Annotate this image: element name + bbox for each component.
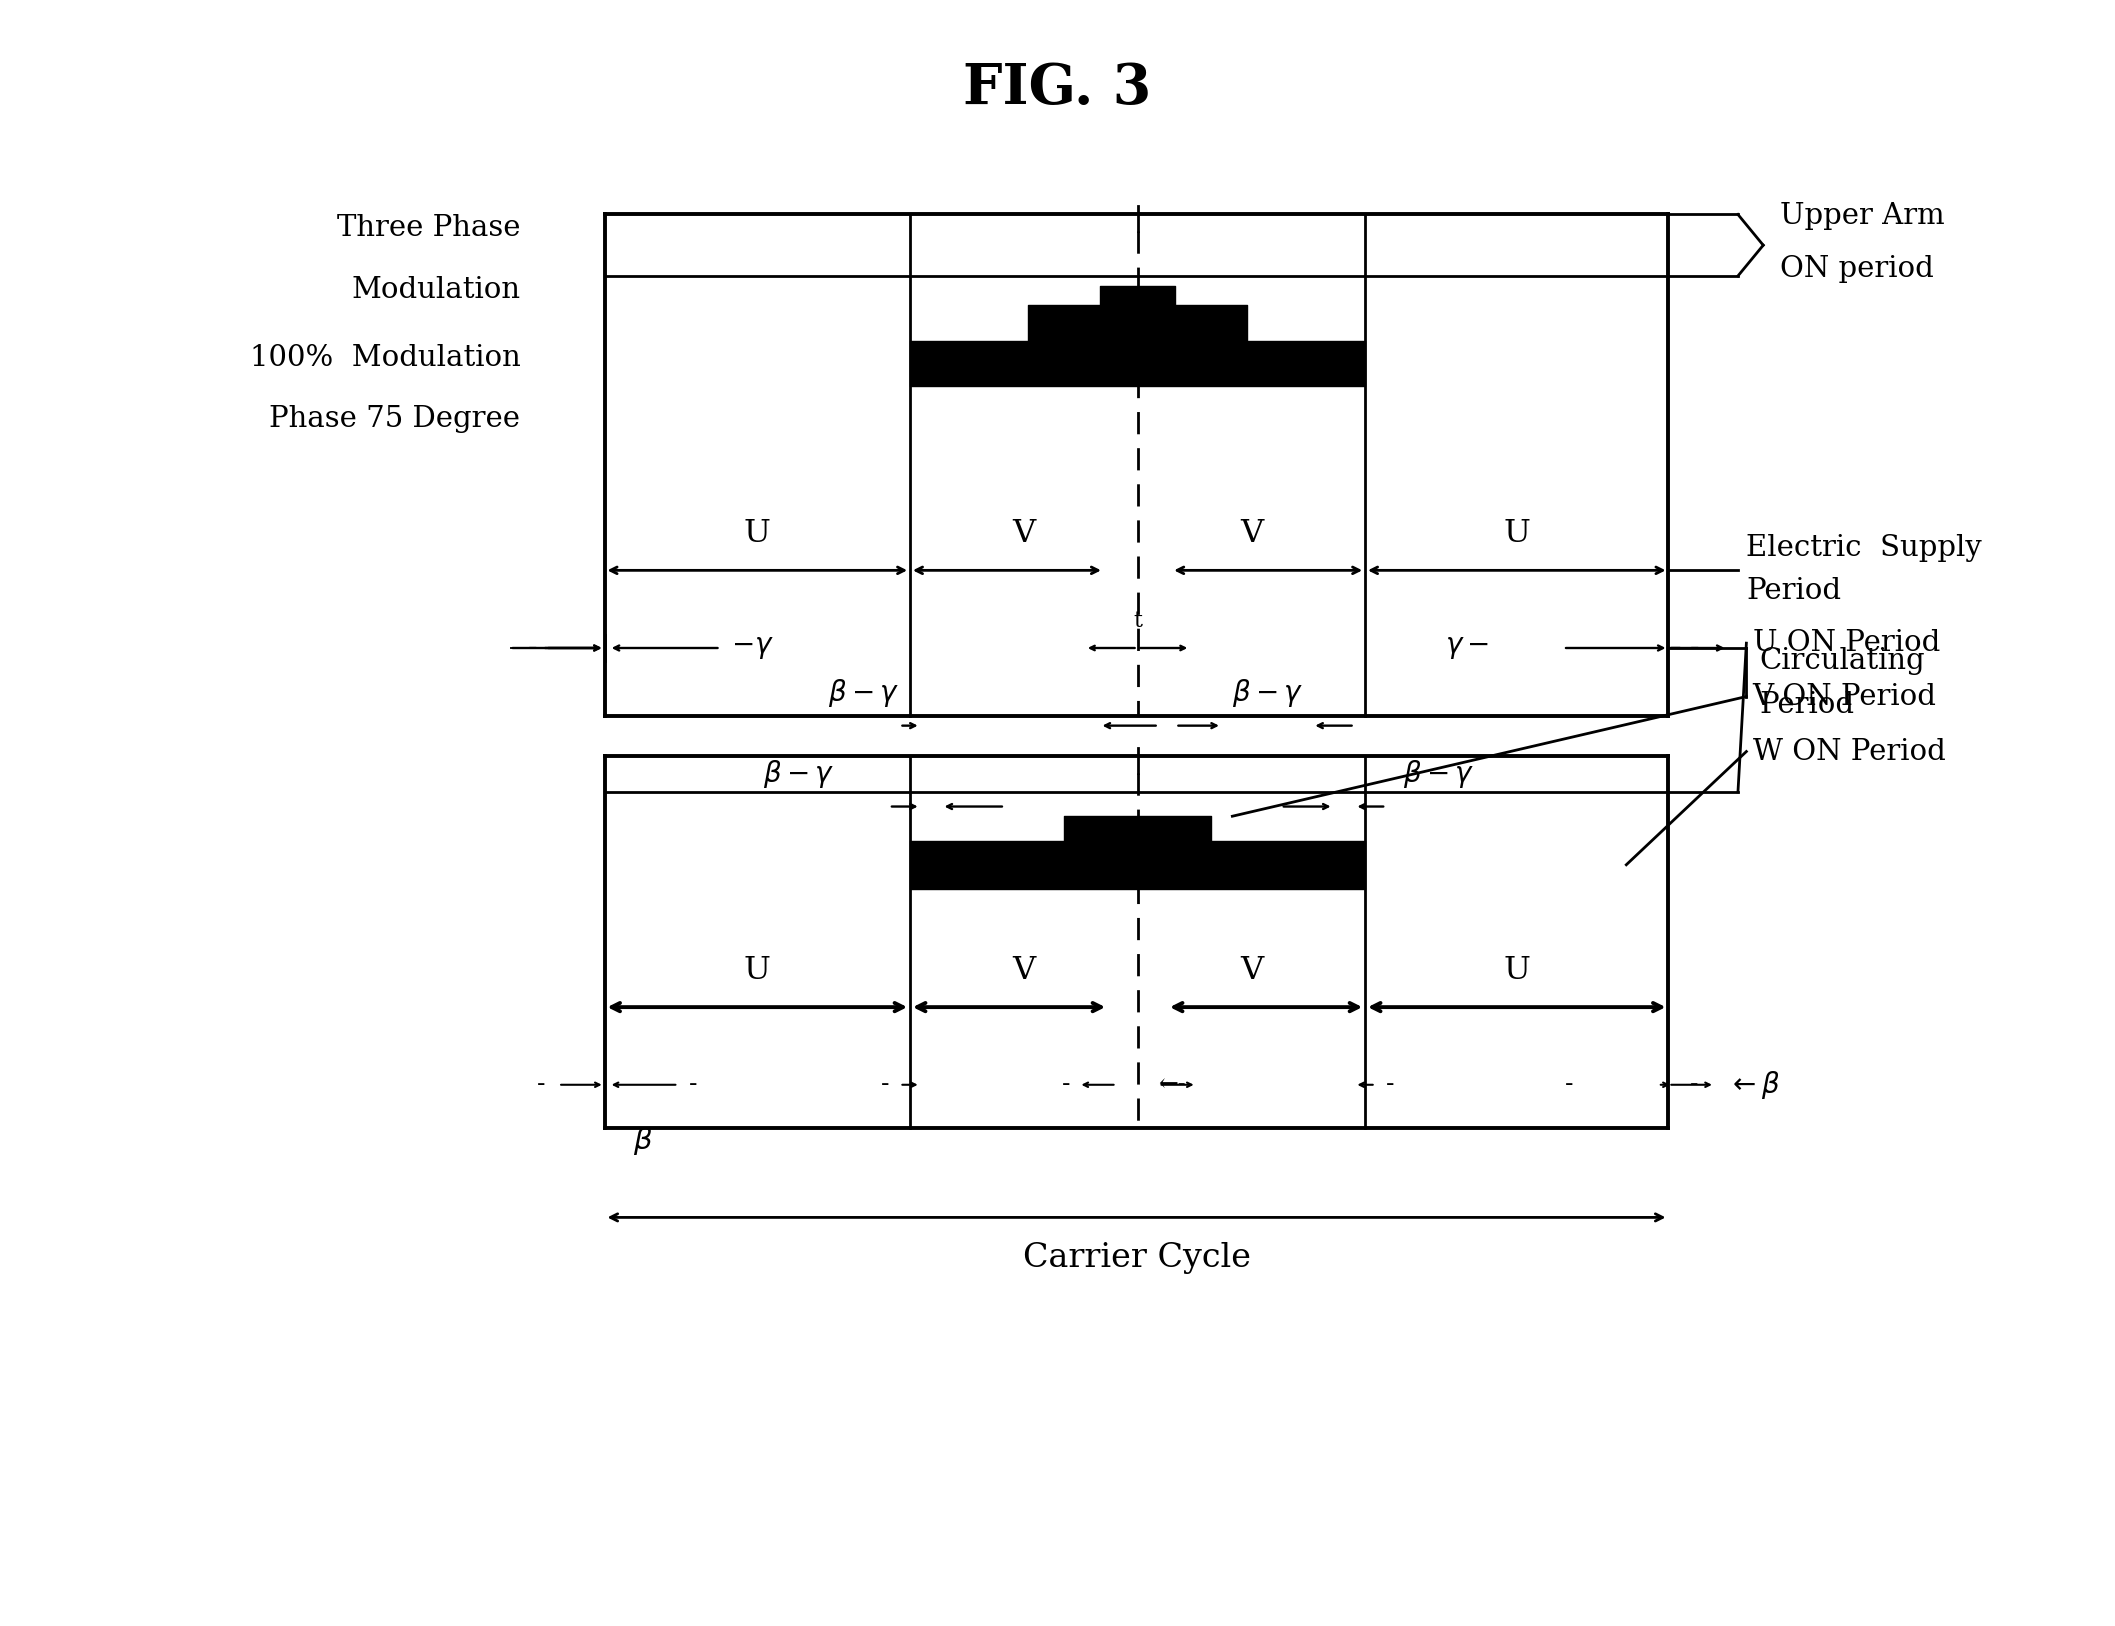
Text: V ON Period: V ON Period [1753,683,1937,711]
Text: V: V [1239,519,1263,550]
Text: $\beta - \gamma$: $\beta - \gamma$ [829,678,899,709]
Text: V: V [1239,954,1263,985]
Text: -: - [1690,1073,1698,1096]
Text: W ON Period: W ON Period [1753,738,1946,766]
Text: Phase 75 Degree: Phase 75 Degree [269,405,520,434]
Text: U: U [744,519,770,550]
Text: FIG. 3: FIG. 3 [962,60,1153,115]
Text: Upper Arm: Upper Arm [1781,202,1944,231]
Text: t: t [1134,610,1142,633]
Text: Carrier Cycle: Carrier Cycle [1022,1242,1250,1273]
Text: V: V [1013,519,1036,550]
Text: 100%  Modulation: 100% Modulation [250,343,520,372]
Text: $\beta - \gamma$: $\beta - \gamma$ [1402,758,1474,790]
Text: U: U [1504,519,1531,550]
Text: Three Phase: Three Phase [336,215,520,242]
Text: -: - [689,1073,698,1096]
Text: U: U [1504,954,1531,985]
Text: -: - [1565,1073,1574,1096]
Text: -: - [1690,634,1698,662]
Text: -: - [527,634,537,662]
Text: Electric  Supply: Electric Supply [1747,533,1982,561]
Text: -: - [1062,1073,1070,1096]
Text: $\beta - \gamma$: $\beta - \gamma$ [1233,678,1303,709]
Text: -: - [537,1073,546,1096]
Text: Circulating: Circulating [1760,647,1925,675]
Text: Modulation: Modulation [351,276,520,304]
Text: $\gamma -$: $\gamma -$ [1445,634,1489,662]
Text: $\beta$: $\beta$ [632,1125,651,1158]
Text: $\beta - \gamma$: $\beta - \gamma$ [764,758,833,790]
Text: V: V [1013,954,1036,985]
Text: ←-: ←- [1159,1073,1187,1096]
Text: U ON Period: U ON Period [1753,629,1939,657]
Text: $- \gamma$: $- \gamma$ [732,634,774,662]
Text: Period: Period [1747,577,1842,605]
Text: U: U [744,954,770,985]
Text: -: - [880,1073,888,1096]
Text: $\leftarrow \beta$: $\leftarrow \beta$ [1728,1068,1781,1101]
Text: ON period: ON period [1781,255,1933,283]
Text: -: - [1385,1073,1394,1096]
Text: Period: Period [1760,691,1855,719]
